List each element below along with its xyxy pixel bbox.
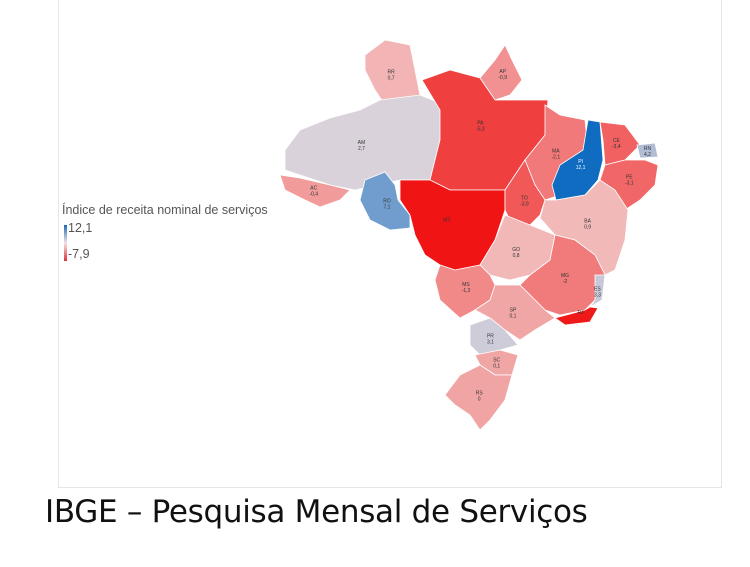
state-to [504,159,546,226]
state-value-label: 0,1 [493,364,500,370]
legend-min-label: -7,9 [68,247,90,261]
state-code-label: PA [477,121,484,127]
state-value-label: 0,1 [510,314,517,320]
state-value-label: 0 [478,397,481,403]
state-value-label: 4,2 [644,152,651,158]
state-code-label: AM [358,140,366,146]
state-value-label: -0,9 [498,75,507,81]
state-code-label: PE [626,174,633,180]
state-ap [479,44,523,101]
state-value-label: -0,4 [309,192,318,198]
state-value-label: -2,1 [551,155,560,161]
state-value-label: 0,8 [513,253,520,259]
state-value-label: -1,3 [462,288,471,294]
state-code-label: MT [443,218,450,224]
state-value-label: 3,1 [487,339,494,345]
state-value-label: 0,7 [388,75,395,81]
state-code-label: RR [387,69,395,75]
legend-title: Índice de receita nominal de serviços [62,203,268,217]
state-sp [474,284,556,341]
state-value-label: -3,1 [625,180,634,186]
state-value-label: 0,9 [584,225,591,231]
state-code-label: GO [512,247,520,253]
legend-color-scale [64,225,67,261]
state-code-label: AP [499,69,506,75]
state-value-label: 12,1 [576,165,586,171]
state-code-label: RN [644,146,652,152]
state-es [589,274,606,308]
state-code-label: MA [552,149,560,155]
legend-max-label: 12,1 [68,221,93,235]
state-code-label: SC [493,358,500,364]
state-code-label: RJ [577,310,584,316]
state-value-label: -5,3 [476,127,485,133]
state-code-label: RO [383,198,391,204]
state-ac [279,174,351,208]
state-value-label: 7,1 [384,204,391,210]
legend: Índice de receita nominal de serviços 12… [62,203,268,261]
state-value-label: -3,4 [612,144,621,150]
state-code-label: MS [462,282,470,288]
state-ro [359,171,411,231]
state-value-label: -2 [563,279,568,285]
state-value-label: 3,3 [594,292,601,298]
state-rs [444,364,513,431]
state-code-label: MG [561,273,569,279]
state-value-label: 2,7 [358,146,365,152]
state-code-label: PR [487,333,494,339]
state-code-label: CE [613,138,621,144]
state-rn [636,142,659,159]
state-code-label: RS [476,391,484,397]
slide-title: IBGE – Pesquisa Mensal de Serviços [45,494,588,530]
state-rj [554,306,599,326]
state-code-label: BA [584,219,591,225]
state-code-label: AC [310,186,317,192]
state-code-label: ES [594,286,601,292]
state-code-label: SP [510,308,517,314]
state-pr [469,317,519,356]
map-panel [58,0,722,488]
state-code-label: PI [578,159,583,165]
state-code-label: TO [521,196,528,202]
state-value-label: -3,9 [520,202,529,208]
